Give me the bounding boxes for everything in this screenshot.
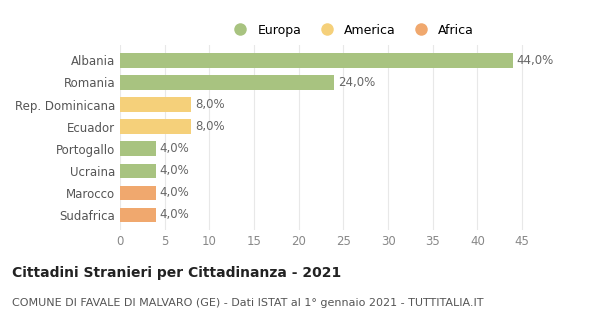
Text: 8,0%: 8,0% xyxy=(195,120,224,133)
Bar xyxy=(120,186,156,200)
Text: 24,0%: 24,0% xyxy=(338,76,375,89)
Bar xyxy=(120,164,156,178)
Bar xyxy=(120,53,513,68)
Bar xyxy=(120,141,156,156)
Bar xyxy=(120,119,191,134)
Bar xyxy=(120,208,156,222)
Text: 4,0%: 4,0% xyxy=(160,208,189,221)
Text: COMUNE DI FAVALE DI MALVARO (GE) - Dati ISTAT al 1° gennaio 2021 - TUTTITALIA.IT: COMUNE DI FAVALE DI MALVARO (GE) - Dati … xyxy=(12,298,484,308)
Bar xyxy=(120,75,334,90)
Text: 4,0%: 4,0% xyxy=(160,142,189,155)
Bar xyxy=(120,97,191,112)
Text: 44,0%: 44,0% xyxy=(517,54,554,67)
Legend: Europa, America, Africa: Europa, America, Africa xyxy=(225,21,477,39)
Text: 4,0%: 4,0% xyxy=(160,186,189,199)
Text: 4,0%: 4,0% xyxy=(160,164,189,177)
Text: 8,0%: 8,0% xyxy=(195,98,224,111)
Text: Cittadini Stranieri per Cittadinanza - 2021: Cittadini Stranieri per Cittadinanza - 2… xyxy=(12,266,341,280)
